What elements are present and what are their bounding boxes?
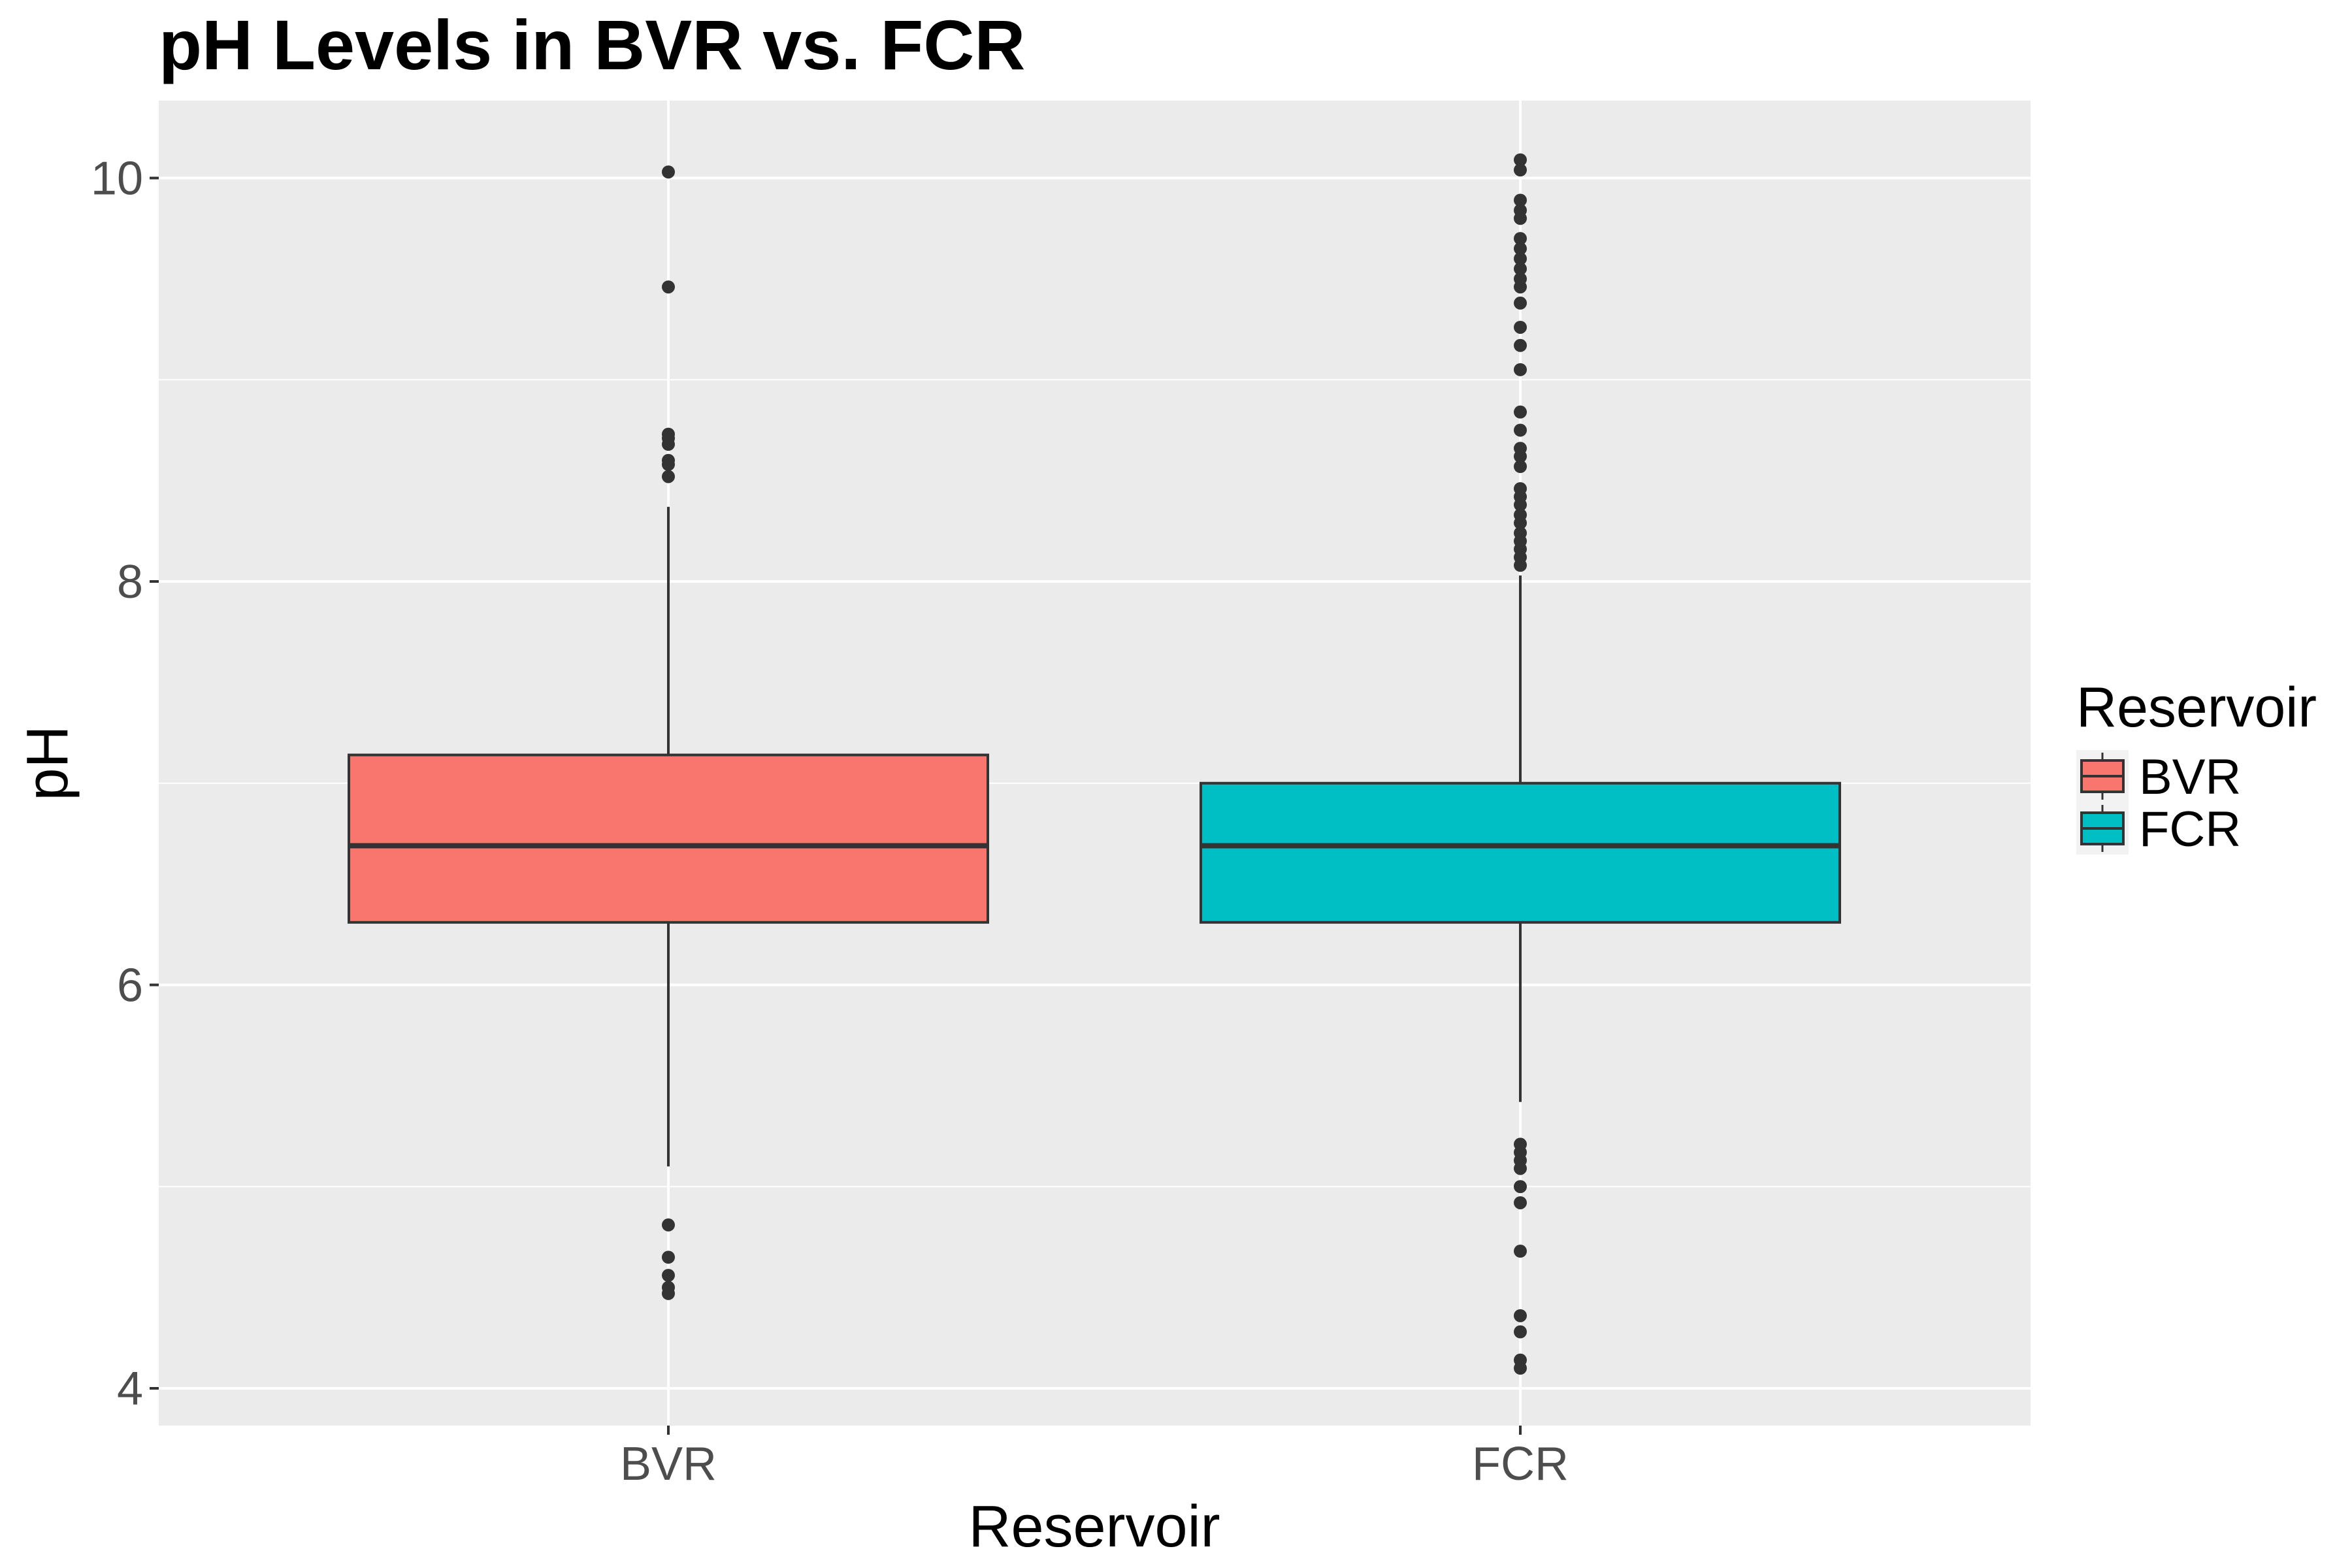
outlier-point xyxy=(1514,460,1527,474)
outlier-point xyxy=(1514,320,1527,334)
outlier-point xyxy=(1514,423,1527,437)
chart-title: pH Levels in BVR vs. FCR xyxy=(159,5,1025,84)
x-axis: BVR FCR xyxy=(620,1426,1569,1490)
boxplot-fcr xyxy=(1200,153,1841,1375)
outlier-point xyxy=(1514,559,1527,572)
legend-title: Reservoir xyxy=(2076,676,2317,739)
outlier-point xyxy=(1514,1325,1527,1339)
outlier-point xyxy=(662,1269,675,1282)
outlier-point xyxy=(1514,363,1527,376)
outlier-point xyxy=(1514,193,1527,207)
y-axis-title: pH xyxy=(15,725,80,800)
x-tick-label: FCR xyxy=(1472,1438,1569,1490)
outlier-point xyxy=(1514,1180,1527,1194)
outlier-point xyxy=(1514,449,1527,463)
outlier-point xyxy=(1514,338,1527,352)
outlier-point xyxy=(662,1218,675,1232)
legend-label: FCR xyxy=(2139,802,2241,857)
outlier-point xyxy=(1514,1162,1527,1175)
outlier-point xyxy=(1514,252,1527,265)
outlier-point xyxy=(1514,163,1527,177)
legend-label: BVR xyxy=(2139,749,2241,805)
outlier-point xyxy=(1514,242,1527,255)
outlier-point xyxy=(1514,280,1527,294)
y-tick-label: 4 xyxy=(117,1363,143,1415)
outlier-point xyxy=(1514,1309,1527,1322)
outlier-point xyxy=(1514,516,1527,530)
outlier-point xyxy=(662,470,675,483)
outlier-point xyxy=(662,438,675,451)
outlier-point xyxy=(1514,498,1527,512)
boxplot-bvr xyxy=(348,165,989,1300)
box xyxy=(348,753,989,924)
outlier-point xyxy=(662,457,675,471)
y-tick-label: 8 xyxy=(117,556,143,608)
outlier-point xyxy=(1514,405,1527,419)
outlier-point xyxy=(662,165,675,179)
y-tick-label: 10 xyxy=(91,153,143,205)
legend-item-bvr: BVR xyxy=(2076,749,2241,805)
legend-item-fcr: FCR xyxy=(2076,802,2241,857)
y-tick-label: 6 xyxy=(117,960,143,1012)
outlier-point xyxy=(662,1286,675,1300)
outlier-point xyxy=(1514,1196,1527,1209)
outlier-point xyxy=(1514,232,1527,246)
y-axis: 4 6 8 10 xyxy=(91,153,159,1415)
outlier-point xyxy=(1514,153,1527,167)
box xyxy=(1200,781,1841,924)
outlier-point xyxy=(1514,212,1527,225)
outlier-point xyxy=(1514,262,1527,276)
boxplots xyxy=(348,153,1841,1375)
outlier-point xyxy=(1514,296,1527,310)
outlier-point xyxy=(1514,1362,1527,1375)
outlier-point xyxy=(1514,1245,1527,1258)
outlier-point xyxy=(662,280,675,294)
x-tick-label: BVR xyxy=(620,1438,717,1490)
outlier-point xyxy=(662,1250,675,1264)
x-axis-title: Reservoir xyxy=(968,1494,1220,1560)
